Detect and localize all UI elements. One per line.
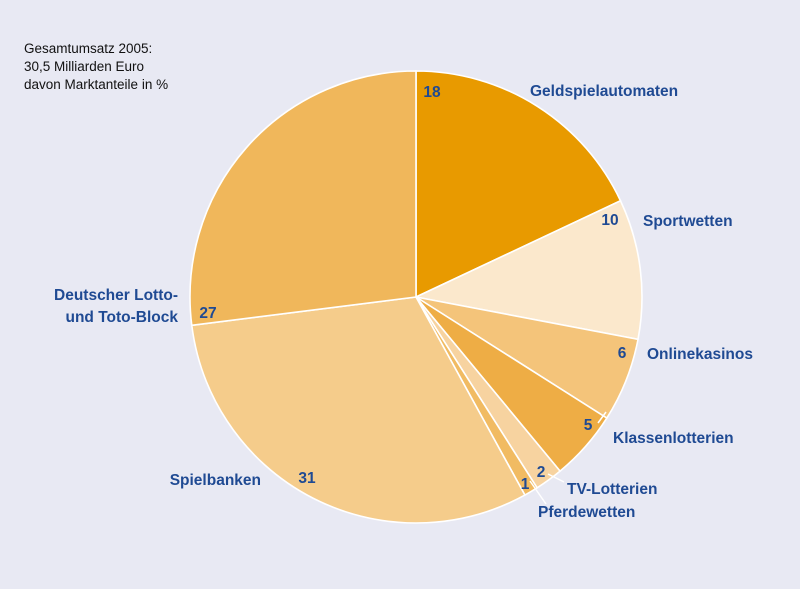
slice-value-label: 18 [423, 84, 441, 101]
slice-value-label: 31 [298, 470, 316, 487]
slice-category-line: Klassenlotterien [613, 430, 734, 447]
pie-slice [189, 70, 417, 327]
slice-category-label: Onlinekasinos [647, 346, 753, 363]
slice-category-line: Deutscher Lotto- [54, 287, 178, 304]
slice-value-label: 2 [537, 464, 546, 481]
pie-slice [415, 70, 622, 299]
pie-slices [189, 70, 643, 524]
slice-value-label: 27 [199, 305, 216, 322]
note-line-1: Gesamtumsatz 2005: [24, 41, 153, 56]
slice-category-label: Geldspielautomaten [530, 83, 678, 100]
slice-value-label: 5 [584, 417, 593, 434]
slice-category-line: Pferdewetten [538, 504, 635, 521]
note-line-2: 30,5 Milliarden Euro [24, 59, 145, 74]
leader-lines [529, 411, 607, 505]
slice-category-label: Spielbanken [170, 472, 261, 489]
slice-category-label: TV-Lotterien [567, 481, 657, 498]
leader-line [597, 411, 607, 424]
slice-category-line: Geldspielautomaten [530, 83, 678, 100]
leader-line [529, 480, 547, 505]
slice-category-label: Sportwetten [643, 213, 733, 230]
slice-category-label: Deutscher Lotto-und Toto-Block [54, 287, 178, 326]
slice-value-label: 1 [521, 476, 530, 493]
slice-category-label: Pferdewetten [538, 504, 635, 521]
leader-line [547, 473, 565, 483]
note-line-3: davon Marktanteile in % [24, 77, 169, 92]
slice-category-line: Onlinekasinos [647, 346, 753, 363]
chart-note: Gesamtumsatz 2005: 30,5 Milliarden Euro … [24, 40, 168, 94]
pie-slice [190, 296, 526, 524]
slice-category-line: Spielbanken [170, 472, 261, 489]
slice-category-line: und Toto-Block [66, 309, 179, 326]
pie-labels: 18 Geldspielautomaten 10 Sportwetten 6 Online… [54, 83, 753, 521]
slice-category-line: TV-Lotterien [567, 481, 657, 498]
pie-slice [413, 199, 643, 341]
slice-value-label: 6 [618, 345, 627, 362]
slice-category-label: Klassenlotterien [613, 430, 734, 447]
slice-value-label: 10 [601, 212, 618, 229]
slice-category-line: Sportwetten [643, 213, 733, 230]
